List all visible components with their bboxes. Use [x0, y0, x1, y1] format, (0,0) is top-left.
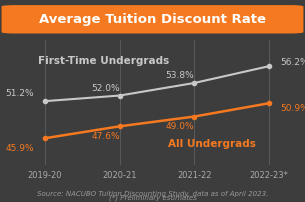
Text: Source: NACUBO Tuition Discounting Study, data as of April 2023.: Source: NACUBO Tuition Discounting Study… [37, 190, 268, 196]
Text: (*) Preliminary estimates: (*) Preliminary estimates [109, 193, 196, 200]
Text: 45.9%: 45.9% [5, 143, 34, 152]
Text: 50.9%: 50.9% [280, 104, 305, 113]
Text: 53.8%: 53.8% [166, 71, 194, 80]
Text: 51.2%: 51.2% [5, 89, 34, 98]
Text: All Undergrads: All Undergrads [168, 138, 256, 148]
Text: 47.6%: 47.6% [91, 132, 120, 141]
Text: 49.0%: 49.0% [166, 122, 194, 131]
Text: Average Tuition Discount Rate: Average Tuition Discount Rate [39, 13, 266, 26]
FancyBboxPatch shape [2, 6, 303, 34]
Text: 56.2%: 56.2% [280, 58, 305, 67]
Text: 52.0%: 52.0% [91, 83, 120, 92]
Text: First-Time Undergrads: First-Time Undergrads [38, 55, 169, 65]
